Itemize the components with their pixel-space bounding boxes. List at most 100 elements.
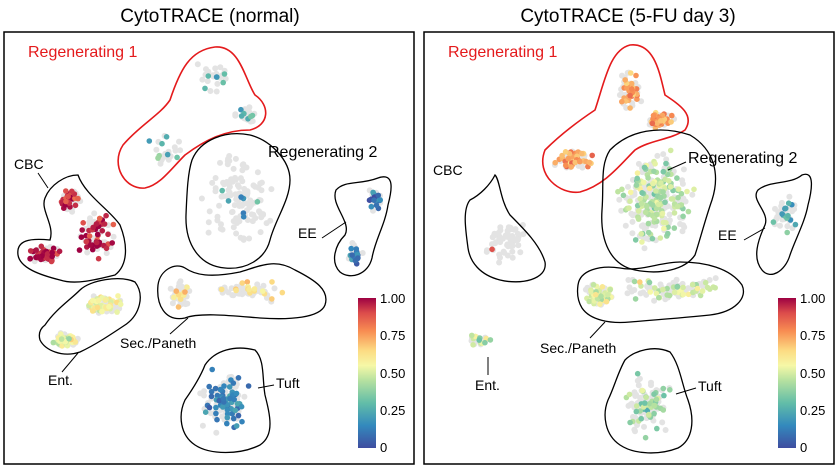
leader-line: [169, 317, 189, 335]
cell-point: [58, 336, 65, 342]
cell-point-background: [497, 254, 503, 261]
cell-point-background: [254, 281, 261, 288]
cell-point: [660, 189, 666, 195]
cell-point: [219, 187, 225, 194]
cell-point-background: [500, 248, 507, 255]
label-cbc: CBC: [433, 162, 463, 178]
cell-point-background: [214, 217, 221, 224]
cell-point: [209, 366, 215, 373]
colorbar-tick-label: 0.25: [380, 403, 405, 418]
cell-point: [50, 339, 57, 346]
cell-point-background: [220, 179, 227, 186]
cell-point: [206, 404, 213, 411]
cell-point: [232, 407, 239, 414]
cell-point: [658, 180, 664, 186]
label-sec-paneth: Sec./Paneth: [540, 340, 616, 356]
cell-point: [662, 199, 668, 206]
cell-point-background: [631, 426, 638, 433]
outline-sec-paneth: [576, 261, 745, 324]
cell-point-background: [177, 147, 184, 154]
cell-point: [674, 284, 681, 290]
panel-frame: [3, 31, 415, 465]
cell-point-background: [496, 259, 503, 266]
cell-point: [645, 229, 652, 236]
cell-point-background: [204, 78, 211, 85]
cell-point: [647, 289, 654, 295]
cell-point-background: [238, 202, 245, 209]
cell-point: [651, 285, 658, 291]
cell-point: [103, 245, 110, 252]
cell-point: [65, 193, 71, 200]
cell-point-background: [630, 413, 636, 420]
cell-point: [230, 415, 237, 422]
cell-point: [205, 73, 212, 79]
cell-point: [785, 212, 791, 219]
cell-point: [660, 385, 667, 392]
cell-point: [235, 412, 242, 419]
cell-point: [633, 182, 640, 188]
cell-point: [208, 393, 215, 400]
cell-point: [238, 113, 245, 119]
cell-point: [691, 186, 697, 193]
cell-point: [231, 396, 237, 403]
outline-cbc: [464, 173, 546, 283]
cell-point: [671, 225, 678, 231]
cell-point: [355, 255, 361, 261]
cell-point-background: [176, 138, 182, 145]
cell-point: [603, 298, 610, 305]
cell-point: [89, 246, 96, 253]
cell-point-background: [786, 193, 793, 200]
cell-point-background: [244, 217, 251, 223]
cell-point: [49, 249, 55, 256]
cell-point-background: [247, 197, 254, 204]
cell-point-background: [235, 184, 242, 190]
cell-point: [664, 285, 670, 292]
cell-point: [89, 308, 96, 314]
cell-point: [653, 290, 660, 297]
leader-line: [589, 321, 606, 339]
cell-point-background: [659, 419, 666, 426]
cell-point-background: [260, 282, 267, 289]
panel-normal: CytoTRACE (normal) Regenerating 1 Regene…: [3, 6, 415, 465]
cell-point-background: [207, 88, 214, 94]
cell-point: [653, 396, 660, 403]
cell-point: [622, 77, 628, 83]
cell-point-background: [679, 228, 686, 235]
cell-point: [470, 342, 476, 348]
label-ent: Ent.: [475, 377, 500, 393]
cell-point: [668, 119, 674, 125]
cell-point: [202, 409, 209, 416]
label-sec-paneth: Sec./Paneth: [120, 335, 196, 351]
cell-point: [27, 248, 34, 254]
cell-point: [95, 255, 102, 262]
colorbar-tick-label: 1.00: [380, 291, 405, 306]
cell-point: [155, 155, 161, 161]
cell-point-background: [258, 214, 265, 221]
cell-point-background: [165, 156, 172, 163]
cell-point-background: [229, 292, 236, 299]
cell-point: [572, 159, 578, 166]
cell-point: [634, 175, 640, 182]
cell-point: [269, 296, 275, 302]
label-regenerating-2: Regenerating 2: [688, 150, 798, 167]
cell-point: [63, 198, 69, 205]
cell-point: [627, 70, 634, 76]
cell-point: [476, 337, 483, 343]
cell-point: [214, 416, 220, 423]
cell-point: [244, 279, 251, 285]
cell-point: [212, 385, 219, 392]
cell-point-background: [255, 184, 262, 191]
cell-point: [605, 291, 611, 298]
cell-point: [230, 380, 237, 386]
cell-point: [103, 212, 109, 219]
cell-point: [657, 235, 664, 241]
cell-point-background: [514, 230, 521, 237]
cell-point: [660, 286, 666, 293]
cell-point-background: [233, 230, 240, 237]
cell-points: [468, 69, 799, 441]
cell-point: [469, 332, 475, 339]
cell-point: [590, 282, 597, 288]
cell-point: [627, 189, 634, 196]
colorbar-tick-label: 0: [800, 440, 807, 455]
cell-point: [598, 293, 604, 300]
